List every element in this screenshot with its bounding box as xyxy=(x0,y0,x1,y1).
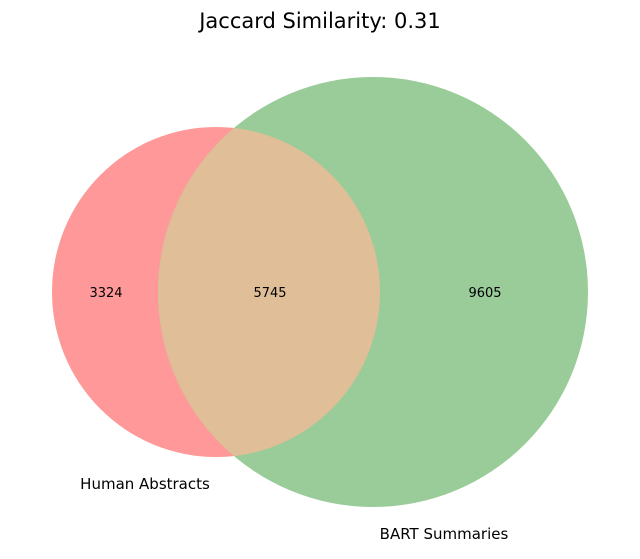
bart-only-count: 9605 xyxy=(468,286,501,301)
set-label-bart-summaries: BART Summaries xyxy=(380,525,509,543)
human-only-count: 3324 xyxy=(89,286,122,301)
intersection-region xyxy=(158,127,380,457)
set-label-human-abstracts: Human Abstracts xyxy=(80,475,210,493)
intersection-count: 5745 xyxy=(253,286,286,301)
diagram-title: Jaccard Similarity: 0.31 xyxy=(197,9,441,33)
